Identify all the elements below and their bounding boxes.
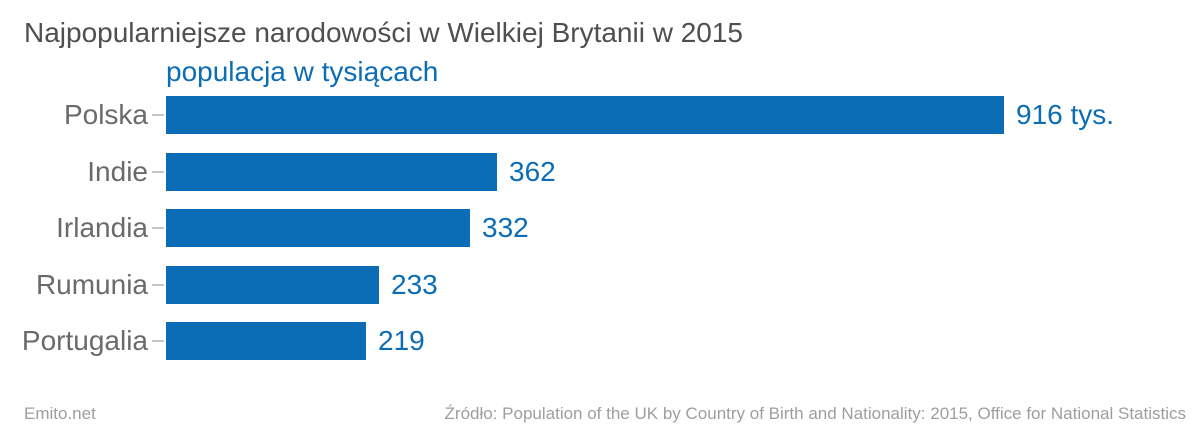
bar-row: Polska 916 tys. (0, 96, 1200, 134)
chart-title: Najpopularniejsze narodowości w Wielkiej… (24, 17, 744, 48)
axis-tick (152, 170, 164, 173)
chart-subtitle: populacja w tysiącach (166, 56, 439, 87)
axis-tick (152, 340, 164, 342)
axis-tick (152, 114, 164, 116)
category-label: Irlandia (56, 212, 148, 243)
bar (166, 265, 379, 304)
value-label: 233 (391, 268, 438, 300)
bar (166, 152, 497, 191)
bar-row: Rumunia 233 (0, 265, 1200, 304)
bar (166, 322, 366, 360)
bar-row: Indie 362 (0, 152, 1200, 191)
value-label: 916 tys. (1016, 99, 1115, 130)
value-label: 332 (482, 212, 529, 243)
bar (166, 209, 470, 247)
category-label: Portugalia (21, 325, 148, 356)
value-label: 362 (509, 155, 556, 187)
bars: Polska 916 tys. Indie 362 Irlandia 332 Rumunia… (0, 96, 1200, 360)
bar-row: Irlandia 332 (0, 209, 1200, 247)
bar-row: Portugalia 219 (0, 322, 1200, 360)
source-note: Źródło: Population of the UK by Country … (444, 404, 1186, 423)
category-label: Indie (87, 155, 148, 187)
chart-footer: Emito.net Źródło: Population of the UK b… (0, 403, 1200, 425)
byline: Emito.net (24, 404, 96, 423)
axis-tick (152, 227, 164, 229)
category-label: Polska (63, 99, 148, 130)
axis-tick (152, 283, 164, 286)
bar (166, 96, 1004, 134)
category-label: Rumunia (35, 268, 148, 300)
value-label: 219 (378, 325, 425, 356)
